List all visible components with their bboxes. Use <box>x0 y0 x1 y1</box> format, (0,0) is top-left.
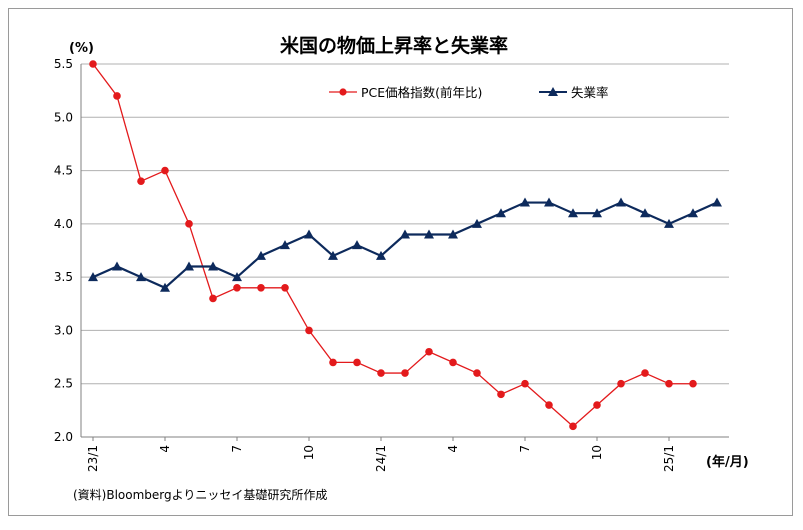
data-point <box>521 379 529 388</box>
x-tick-label: 10 <box>302 445 316 460</box>
data-point <box>208 261 218 271</box>
data-point <box>352 240 362 250</box>
data-point <box>329 358 337 367</box>
data-point <box>593 401 601 409</box>
data-point <box>448 229 458 239</box>
data-point <box>377 369 385 377</box>
data-point <box>257 284 265 292</box>
data-point <box>592 208 602 218</box>
x-tick-label: 4 <box>158 445 172 453</box>
data-point <box>400 229 410 239</box>
data-point <box>712 197 722 207</box>
chart-title: 米国の物価上昇率と失業率 <box>280 34 508 57</box>
data-point <box>425 347 433 356</box>
series-group <box>88 60 722 431</box>
y-tick-label: 3.5 <box>54 270 73 284</box>
legend-marker-unemployment <box>548 87 558 96</box>
x-axis-unit: (年/月) <box>706 454 749 470</box>
data-point <box>472 218 482 228</box>
data-point <box>665 379 673 388</box>
data-point <box>280 240 290 250</box>
legend-label-unemployment: 失業率 <box>571 85 609 100</box>
data-point <box>473 369 481 377</box>
x-tick-label: 25/1 <box>662 445 676 472</box>
data-point <box>184 261 194 271</box>
data-point <box>544 197 554 207</box>
data-point <box>496 208 506 218</box>
data-point <box>664 218 674 228</box>
data-point <box>161 166 169 175</box>
data-point <box>281 284 289 292</box>
data-point <box>88 272 98 282</box>
data-point <box>401 369 409 377</box>
x-tick-label: 7 <box>518 445 532 453</box>
x-axis-ticks: 23/1 4 7 10 24/1 4 7 10 25/1 <box>86 437 676 472</box>
data-point <box>137 177 145 186</box>
y-tick-label: 3.0 <box>54 323 73 337</box>
data-point <box>233 284 241 292</box>
data-point <box>305 326 313 335</box>
data-point <box>256 250 266 260</box>
data-point <box>136 272 146 282</box>
data-point <box>449 358 457 367</box>
data-point <box>569 422 577 431</box>
data-point <box>641 369 649 377</box>
series-unemployment <box>88 197 722 292</box>
y-axis-unit: (%) <box>69 41 94 56</box>
y-tick-label: 4.5 <box>54 164 73 178</box>
data-point <box>568 208 578 218</box>
data-point <box>304 229 314 239</box>
series-line <box>92 201 718 290</box>
data-point <box>424 229 434 239</box>
data-point <box>160 282 170 292</box>
y-tick-label: 2.5 <box>54 377 73 391</box>
y-tick-label: 5.5 <box>54 57 73 71</box>
series-line <box>92 63 693 428</box>
legend-label-pce: PCE価格指数(前年比) <box>361 85 482 100</box>
y-tick-label: 4.0 <box>54 217 73 231</box>
y-axis-ticks: 2.0 2.5 3.0 3.5 4.0 4.5 5.0 5.5 <box>54 57 73 444</box>
source-note: (資料)Bloombergよりニッセイ基礎研究所作成 <box>73 487 327 502</box>
data-point <box>89 60 97 68</box>
data-point <box>616 197 626 207</box>
x-tick-label: 7 <box>230 445 244 453</box>
y-tick-label: 2.0 <box>54 430 73 444</box>
data-point <box>617 379 625 388</box>
data-point <box>688 208 698 218</box>
y-tick-label: 5.0 <box>54 110 73 124</box>
x-tick-label: 24/1 <box>374 445 388 472</box>
chart-frame: 米国の物価上昇率と失業率 (%) 2.0 2.5 3.0 3.5 4.0 4.5 5.0 5.… <box>8 8 793 516</box>
x-tick-label: 10 <box>590 445 604 460</box>
data-point <box>113 92 121 100</box>
data-point <box>112 261 122 271</box>
data-point <box>497 390 505 399</box>
data-point <box>520 197 530 207</box>
data-point <box>209 294 217 303</box>
data-point <box>185 220 193 228</box>
x-tick-label: 23/1 <box>86 445 100 472</box>
legend-marker-pce <box>339 88 347 96</box>
data-point <box>640 208 650 218</box>
data-point <box>353 358 361 367</box>
data-point <box>232 272 242 282</box>
data-point <box>328 250 338 260</box>
chart-svg: 米国の物価上昇率と失業率 (%) 2.0 2.5 3.0 3.5 4.0 4.5 5.0 5.… <box>54 34 749 502</box>
gridlines <box>80 63 729 438</box>
series-pce <box>89 60 697 431</box>
data-point <box>376 250 386 260</box>
data-point <box>545 401 553 409</box>
data-point <box>689 379 697 388</box>
legend: PCE価格指数(前年比) 失業率 <box>329 85 609 100</box>
x-tick-label: 4 <box>446 445 460 453</box>
